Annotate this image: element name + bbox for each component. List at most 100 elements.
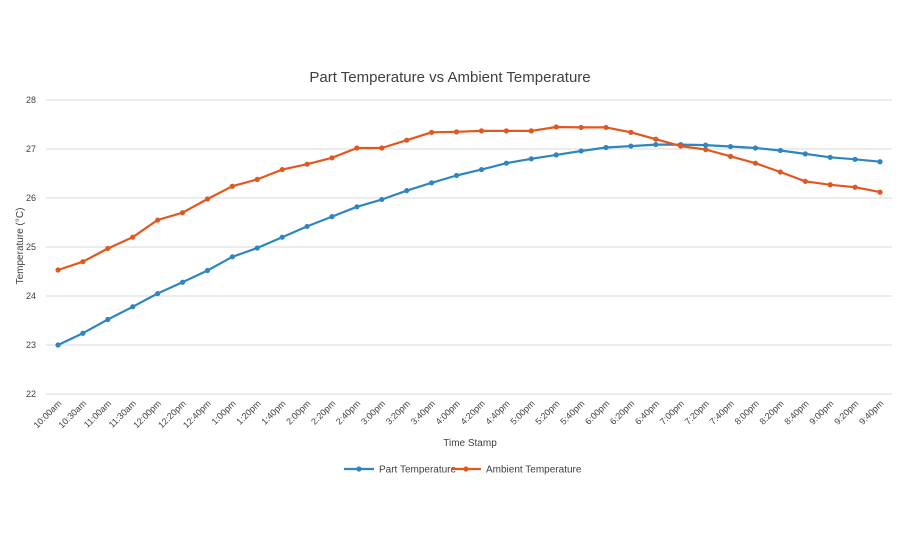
data-point [304, 223, 310, 230]
x-tick-label: 5:20pm [533, 398, 561, 426]
x-tick-label: 4:40pm [483, 398, 511, 426]
y-tick-label: 24 [26, 291, 36, 301]
data-point [155, 217, 161, 223]
data-point [727, 153, 734, 159]
series-part-temperature [55, 141, 883, 348]
data-point [877, 189, 883, 195]
x-tick-label: 4:00pm [434, 398, 462, 426]
data-point [578, 148, 584, 154]
y-tick-label: 28 [26, 95, 36, 105]
x-tick-label: 8:40pm [782, 398, 810, 426]
data-point [653, 136, 659, 142]
data-point [80, 259, 86, 265]
data-point [354, 204, 360, 210]
data-point [553, 152, 559, 158]
x-tick-label: 1:20pm [234, 398, 262, 426]
data-point [379, 196, 385, 203]
x-tick-label: 9:40pm [857, 398, 885, 426]
data-point [553, 124, 559, 130]
data-point [478, 128, 485, 134]
data-point [628, 129, 634, 135]
data-point [229, 183, 235, 189]
data-point [379, 145, 385, 151]
data-point [55, 342, 61, 348]
data-point [827, 154, 833, 160]
data-point [478, 166, 485, 173]
x-tick-label: 2:20pm [309, 398, 337, 426]
data-point [130, 304, 136, 310]
data-point [802, 151, 808, 157]
x-tick-label: 1:00pm [209, 398, 237, 426]
data-point [528, 128, 534, 134]
x-tick-label: 3:00pm [359, 398, 387, 426]
x-tick-label: 5:00pm [508, 398, 536, 426]
data-point [80, 330, 86, 336]
series-group [55, 124, 883, 348]
x-tick-label: 5:40pm [558, 398, 586, 426]
data-point [578, 124, 584, 131]
x-tick-label: 7:20pm [683, 398, 711, 426]
chart-title: Part Temperature vs Ambient Temperature [309, 69, 591, 86]
data-point [55, 267, 61, 273]
data-point [329, 214, 335, 220]
y-tick-label: 25 [26, 242, 36, 252]
data-point [628, 143, 634, 149]
data-point [429, 129, 435, 135]
data-point [354, 145, 360, 151]
data-point [453, 129, 460, 135]
y-tick-label: 27 [26, 144, 36, 154]
data-point [653, 141, 659, 148]
series-ambient-temperature [55, 124, 883, 273]
data-point [179, 279, 186, 285]
gridlines [46, 99, 892, 395]
x-tick-label: 3:20pm [384, 398, 412, 426]
x-tick-label: 2:40pm [334, 398, 362, 426]
x-tick-label: 7:00pm [658, 398, 686, 426]
x-tick-label: 8:00pm [733, 398, 761, 426]
data-point [204, 267, 211, 274]
x-tick-label: 6:20pm [608, 398, 636, 426]
x-axis-ticks: 10:00am10:30am11:00am11:30am12:00pm12:20… [32, 398, 886, 430]
y-tick-label: 26 [26, 193, 36, 203]
data-point [603, 124, 609, 131]
data-point [852, 156, 858, 162]
data-point [429, 180, 435, 186]
legend-label: Ambient Temperature [486, 465, 582, 476]
data-point [329, 155, 335, 161]
data-point [404, 188, 410, 194]
series-line [57, 125, 881, 272]
x-tick-label: 4:20pm [459, 398, 487, 426]
data-point [827, 182, 833, 188]
data-point [777, 169, 783, 175]
data-point [678, 143, 684, 149]
y-tick-label: 22 [26, 389, 36, 399]
data-point [155, 290, 161, 297]
data-point [279, 166, 285, 173]
data-point [503, 128, 509, 134]
data-point [877, 159, 883, 165]
y-axis-ticks: 22 23 24 25 26 27 28 [26, 95, 36, 399]
x-tick-label: 1:40pm [259, 398, 287, 426]
x-tick-label: 2:00pm [284, 398, 312, 426]
x-tick-label: 9:20pm [832, 398, 860, 426]
legend-label: Part Temperature [379, 465, 457, 476]
data-point [453, 172, 460, 179]
data-point [105, 316, 111, 323]
x-tick-label: 12:40pm [181, 398, 213, 430]
x-tick-label: 8:20pm [757, 398, 785, 426]
data-point [304, 161, 310, 167]
data-point [130, 234, 136, 240]
data-point [528, 156, 534, 162]
data-point [179, 210, 186, 216]
data-point [279, 234, 285, 240]
y-tick-label: 23 [26, 340, 36, 350]
x-tick-label: 7:40pm [708, 398, 736, 426]
data-point [752, 160, 759, 166]
x-tick-label: 6:40pm [633, 398, 661, 426]
data-point [703, 146, 709, 153]
data-point [105, 245, 111, 252]
x-tick-label: 3:40pm [409, 398, 437, 426]
legend-item: Part Temperature [344, 465, 457, 476]
